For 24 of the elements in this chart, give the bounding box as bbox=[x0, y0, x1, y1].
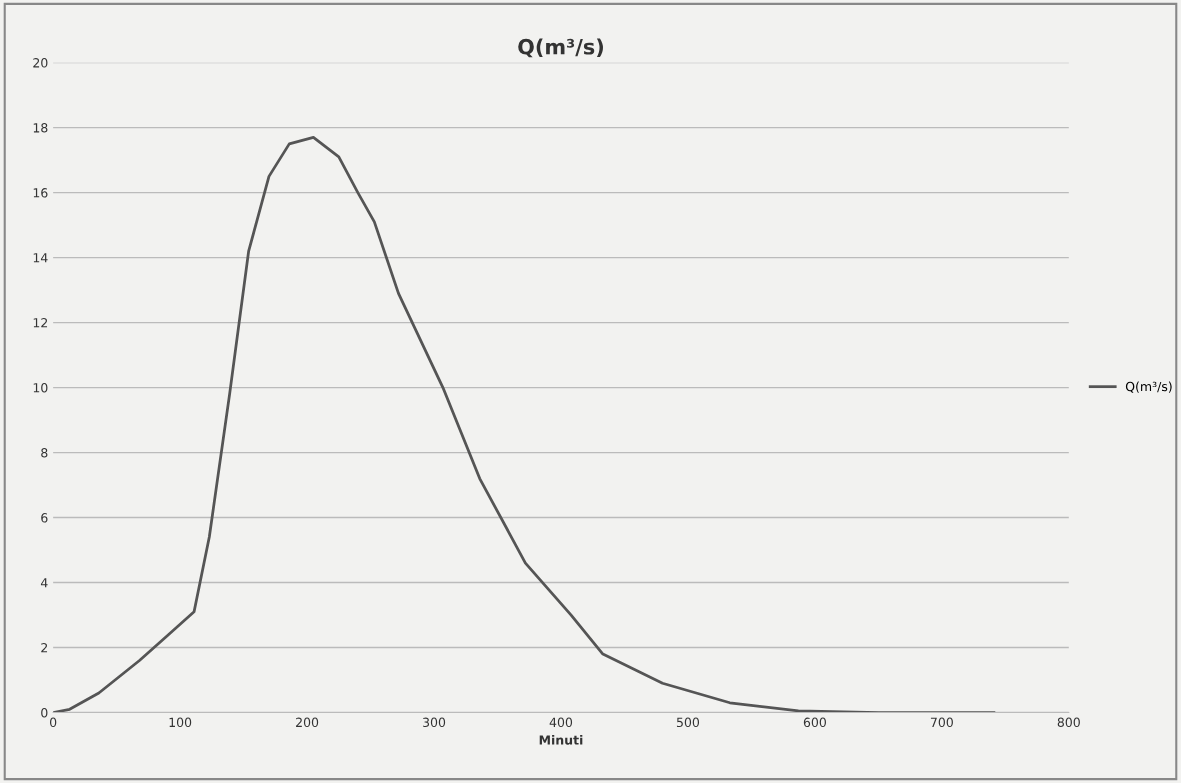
x-tick-label: 100 bbox=[169, 717, 192, 728]
x-tick-label: 400 bbox=[549, 717, 573, 728]
y-tick-label: 20 bbox=[33, 58, 48, 68]
y-tick-label: 16 bbox=[33, 188, 48, 198]
chart-title: Q(m³/s) bbox=[518, 38, 603, 58]
y-tick-label: 8 bbox=[41, 448, 48, 458]
legend-label: Q(m³/s) bbox=[1125, 381, 1172, 393]
x-tick-label: 0 bbox=[49, 717, 57, 728]
x-tick-label: 500 bbox=[676, 717, 700, 728]
y-tick-label: 0 bbox=[41, 708, 48, 718]
y-tick-label: 18 bbox=[33, 123, 48, 133]
y-tick-label: 2 bbox=[41, 643, 48, 653]
x-tick-label: 300 bbox=[423, 717, 446, 728]
y-tick-label: 4 bbox=[40, 578, 48, 588]
x-axis-title: Minuti bbox=[539, 735, 583, 745]
x-tick-label: 800 bbox=[1057, 717, 1080, 728]
x-tick-label: 600 bbox=[803, 717, 826, 728]
y-tick-label: 12 bbox=[33, 318, 48, 328]
y-tick-label: 10 bbox=[33, 383, 48, 393]
x-tick-label: 200 bbox=[296, 717, 319, 728]
x-tick-label: 700 bbox=[930, 717, 953, 728]
y-tick-label: 14 bbox=[33, 253, 48, 263]
line-series bbox=[53, 135, 996, 713]
y-tick-label: 6 bbox=[41, 513, 48, 523]
